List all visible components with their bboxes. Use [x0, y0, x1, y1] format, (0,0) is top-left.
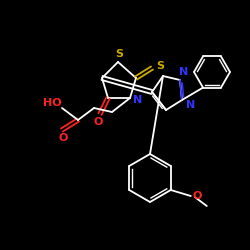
Text: O: O	[58, 133, 68, 143]
Text: O: O	[93, 117, 103, 127]
Text: HO: HO	[43, 98, 61, 108]
Text: S: S	[156, 61, 164, 71]
Text: N: N	[134, 95, 142, 105]
Text: N: N	[186, 100, 196, 110]
Text: S: S	[115, 49, 123, 59]
Text: O: O	[192, 191, 202, 201]
Text: N: N	[180, 67, 189, 77]
